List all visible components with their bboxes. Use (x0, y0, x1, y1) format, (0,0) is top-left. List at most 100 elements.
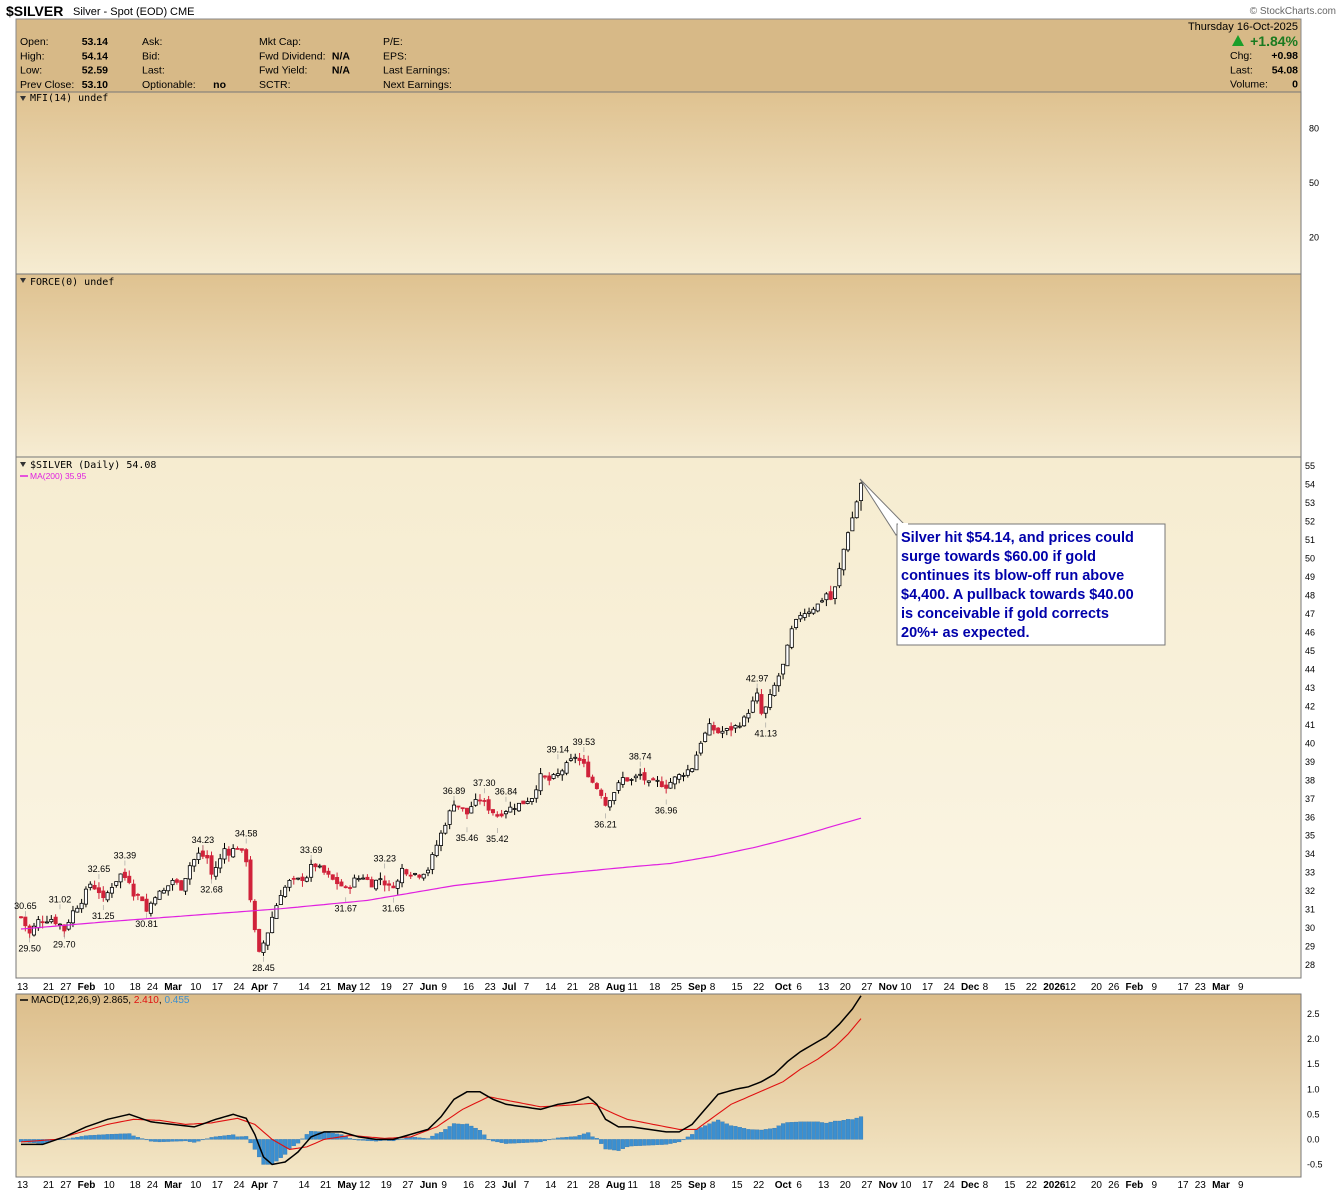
macd-hist-bar (438, 1132, 444, 1140)
price-tick-label: 45 (1305, 646, 1315, 656)
candle-body (716, 727, 721, 734)
field-value: 53.14 (82, 36, 108, 48)
mfi-panel (15, 91, 1302, 275)
x-tick-label-top: 23 (485, 982, 497, 993)
x-tick-label-bottom: 14 (298, 1180, 310, 1191)
x-tick-label-bottom: 10 (104, 1180, 116, 1191)
x-tick-label-bottom: 15 (1004, 1180, 1016, 1191)
candle-body (274, 905, 279, 919)
x-tick-label-top: 28 (589, 982, 601, 993)
field-value: 0 (1292, 79, 1298, 91)
price-annotation: 29.50 (18, 943, 41, 953)
candle-body (88, 883, 93, 888)
macd-hist-bar (192, 1139, 197, 1143)
macd-hist-bar (750, 1129, 755, 1140)
candle-body (261, 942, 266, 953)
candle-body (846, 532, 851, 551)
candle-body (339, 881, 344, 887)
macd-line (21, 995, 862, 1166)
macd-hist-bar (300, 1138, 305, 1140)
macd-hist-bar (343, 1136, 348, 1140)
candle-body (170, 879, 175, 886)
macd-hist-bar (270, 1139, 275, 1165)
candle-body (811, 608, 816, 614)
candle-body (547, 775, 552, 781)
macd-hist-bar (23, 1139, 28, 1143)
candle-body (590, 776, 595, 783)
candle-body (724, 728, 729, 731)
macd-hist-bar (231, 1134, 236, 1140)
x-tick-label-bottom: Feb (78, 1180, 96, 1191)
macd-hist-bar (79, 1136, 84, 1140)
macd-tick-label: 0.5 (1307, 1109, 1320, 1119)
candle-body (685, 769, 690, 776)
macd-hist-bar (101, 1134, 106, 1140)
price-tick-label: 46 (1305, 628, 1315, 638)
macd-hist-bar (447, 1126, 452, 1140)
macd-hist-bar (196, 1139, 201, 1142)
candle-body (646, 780, 651, 783)
macd-hist-bar (477, 1130, 483, 1140)
x-tick-label-bottom: 10 (900, 1180, 912, 1191)
macd-hist-bar (239, 1136, 244, 1140)
x-tick-label-top: 18 (649, 982, 661, 993)
x-tick-label-bottom: 23 (485, 1180, 497, 1191)
macd-hist-bar (512, 1139, 517, 1144)
macd-legend-sep: , (159, 995, 165, 1006)
x-tick-label-bottom: 25 (671, 1180, 683, 1191)
candle-body (555, 773, 560, 776)
field-label: Ask: (142, 36, 162, 48)
price-annotation: 30.81 (135, 919, 158, 929)
x-tick-label-bottom: 16 (463, 1180, 475, 1191)
x-tick-label-top: 16 (463, 982, 475, 993)
candle-body (270, 916, 275, 934)
price-tick-label: 53 (1305, 498, 1315, 508)
x-tick-label-bottom: 14 (545, 1180, 557, 1191)
candle-body (287, 880, 292, 888)
macd-hist-bar (551, 1138, 556, 1140)
x-tick-label-top: 21 (567, 982, 579, 993)
price-icon (20, 462, 26, 467)
price-tick-label: 31 (1305, 905, 1315, 915)
x-tick-label-top: 2026 (1043, 982, 1066, 993)
macd-hist-bar (404, 1137, 409, 1140)
candle-body (400, 867, 405, 884)
macd-tick-label: 2.5 (1307, 1009, 1320, 1019)
macd-hist-bar (226, 1134, 231, 1140)
x-tick-label-bottom: 7 (524, 1180, 530, 1191)
macd-hist-bar (118, 1133, 123, 1140)
x-tick-label-top: 10 (104, 982, 116, 993)
quote-box (15, 18, 1302, 93)
x-tick-label-bottom: 12 (1065, 1180, 1077, 1191)
candle-body (521, 800, 526, 805)
price-annotation: 36.96 (655, 806, 678, 816)
x-tick-label-top: 8 (710, 982, 716, 993)
price-tick-label: 48 (1305, 591, 1315, 601)
x-tick-label-bottom: 10 (190, 1180, 202, 1191)
x-tick-label-top: 19 (381, 982, 393, 993)
macd-hist-bar (698, 1127, 703, 1140)
macd-hist-bar (789, 1122, 794, 1140)
price-tick-label: 44 (1305, 664, 1315, 674)
candle-body (720, 730, 725, 734)
x-tick-label-bottom: 20 (1091, 1180, 1103, 1191)
candle-body (157, 890, 162, 900)
macd-hist-bar (672, 1139, 677, 1143)
macd-hist-bar (157, 1139, 162, 1143)
x-tick-label-top: Jul (502, 982, 517, 993)
field-label: Volume: (1230, 79, 1268, 91)
candle-body (677, 774, 682, 780)
macd-hist-bar (824, 1122, 829, 1140)
candle-body (629, 779, 634, 781)
price-annotation: 42.97 (746, 673, 769, 683)
price-annotation: 30.65 (14, 901, 37, 911)
symbol-title: $SILVER (6, 3, 63, 19)
candle-body (755, 692, 760, 702)
field-label: Last: (142, 65, 165, 77)
x-tick-label-top: 26 (1108, 982, 1120, 993)
x-tick-label-bottom: 27 (861, 1180, 873, 1191)
x-tick-label-bottom: 22 (753, 1180, 765, 1191)
candle-body (633, 775, 638, 779)
candle-body (118, 873, 123, 883)
x-tick-label-top: Feb (1125, 982, 1143, 993)
